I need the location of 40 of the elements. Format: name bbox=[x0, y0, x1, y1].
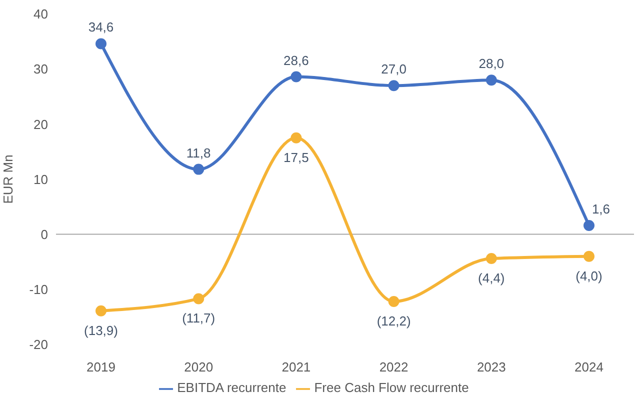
y-axis-title: EUR Mn bbox=[0, 154, 16, 204]
point bbox=[96, 38, 106, 50]
data-label: 28,6 bbox=[284, 52, 309, 68]
y-tick-label: 30 bbox=[34, 62, 48, 77]
y-tick-label: 0 bbox=[40, 226, 48, 242]
data-label: (12,2) bbox=[376, 313, 411, 328]
point bbox=[388, 296, 400, 307]
point bbox=[290, 71, 302, 82]
data-label: 17,5 bbox=[284, 150, 309, 165]
y-tick-label: 40 bbox=[34, 6, 48, 22]
point bbox=[584, 220, 594, 231]
point bbox=[290, 132, 302, 144]
data-label: (4,0) bbox=[576, 268, 602, 284]
legend-label: EBITDA recurrente bbox=[177, 380, 286, 396]
data-label: (11,7) bbox=[182, 310, 216, 326]
data-label: (4,4) bbox=[478, 270, 505, 286]
x-tick-label: 2023 bbox=[476, 360, 506, 375]
y-tick-label: 20 bbox=[34, 116, 48, 132]
x-tick-label: 2021 bbox=[282, 360, 311, 375]
legend-label: Free Cash Flow recurrente bbox=[314, 380, 469, 396]
data-label: 28,0 bbox=[478, 56, 504, 72]
point bbox=[193, 164, 204, 175]
data-label: 27,0 bbox=[381, 62, 406, 77]
point bbox=[486, 253, 497, 264]
data-label: 11,8 bbox=[186, 145, 211, 160]
data-label: 34,6 bbox=[88, 20, 114, 35]
y-tick-label: -20 bbox=[29, 337, 48, 352]
point bbox=[388, 80, 400, 92]
data-label: (13,9) bbox=[84, 322, 118, 338]
point bbox=[193, 293, 204, 304]
x-tick-label: 2022 bbox=[379, 360, 408, 375]
y-tick-label: 10 bbox=[34, 172, 48, 187]
y-tick-label: -10 bbox=[29, 282, 48, 297]
data-label: 1,6 bbox=[592, 201, 610, 216]
x-tick-label: 2020 bbox=[184, 360, 214, 375]
point bbox=[96, 305, 106, 316]
x-tick-label: 2019 bbox=[86, 360, 116, 375]
point bbox=[584, 250, 594, 262]
x-tick-label: 2024 bbox=[574, 360, 604, 375]
point bbox=[486, 74, 497, 86]
